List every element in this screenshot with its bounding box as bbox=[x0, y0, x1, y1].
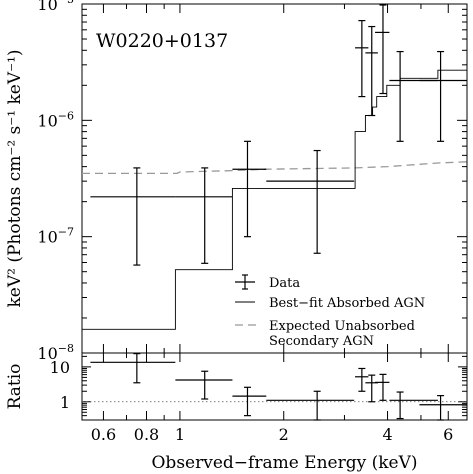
ratio-panel-frame bbox=[81, 352, 468, 421]
ratio-data-point bbox=[419, 395, 467, 421]
y-tick-base: 10 bbox=[37, 0, 57, 14]
x-axis-label: Observed−frame Energy (keV) bbox=[152, 453, 418, 473]
spectrum-data-point bbox=[175, 167, 233, 264]
ratio-data-point bbox=[389, 391, 438, 420]
ratio-y-tick-labels: 1 10 bbox=[50, 358, 70, 412]
unabsorbed-model-line bbox=[82, 161, 468, 175]
ratio-data-point bbox=[355, 367, 369, 392]
x-tick-label: 0.8 bbox=[134, 425, 159, 444]
ratio-data-point bbox=[232, 386, 267, 417]
spectrum-data-point bbox=[365, 25, 378, 117]
ratio-data-point bbox=[375, 373, 390, 401]
y-tick-label: 10 bbox=[50, 358, 70, 377]
ratio-y-axis-label: Ratio bbox=[5, 364, 25, 410]
x-tick-label: 2 bbox=[279, 425, 289, 444]
y-tick-label: 10−6 bbox=[37, 109, 74, 130]
spectrum-data-point bbox=[266, 149, 355, 254]
spectrum-data-point bbox=[90, 167, 176, 266]
y-tick-label: 10−7 bbox=[37, 226, 74, 247]
ratio-data-point bbox=[365, 374, 378, 403]
y-tick-label: 10−5 bbox=[37, 0, 74, 14]
source-name-label: W0220+0137 bbox=[96, 30, 228, 52]
ratio-data-point bbox=[266, 390, 355, 421]
y-tick-base: 10 bbox=[37, 344, 57, 363]
ratio-axis-ticks bbox=[82, 353, 467, 421]
spectrum-data-points bbox=[90, 4, 467, 266]
ratio-data-point bbox=[175, 370, 233, 400]
legend-label: Expected Unabsorbed bbox=[269, 319, 415, 334]
y-tick-label: 1 bbox=[60, 393, 70, 412]
x-tick-label: 4 bbox=[382, 425, 392, 444]
legend-entry: Best−fit Absorbed AGN bbox=[235, 296, 425, 311]
legend-entry: Data bbox=[235, 274, 300, 291]
legend-label: Data bbox=[269, 276, 300, 291]
spectrum-data-point bbox=[232, 140, 267, 238]
spectrum-data-point bbox=[375, 4, 390, 95]
spectrum-y-tick-labels: 10−810−710−610−5 bbox=[37, 0, 74, 363]
y-tick-exponent: −5 bbox=[58, 0, 74, 6]
x-tick-label: 6 bbox=[443, 425, 453, 444]
spectrum-data-point bbox=[355, 19, 369, 98]
ratio-data-points bbox=[90, 353, 467, 421]
legend-label: Best−fit Absorbed AGN bbox=[269, 296, 425, 311]
y-tick-exponent: −7 bbox=[58, 226, 74, 239]
ratio-panel: Ratio 1 10 bbox=[5, 352, 468, 421]
y-tick-label: 10−8 bbox=[37, 342, 74, 363]
legend: Data Best−fit Absorbed AGN Expected Unabso… bbox=[235, 274, 425, 349]
y-tick-exponent: −8 bbox=[58, 342, 74, 355]
ratio-data-point bbox=[90, 353, 176, 384]
y-tick-exponent: −6 bbox=[58, 109, 74, 122]
x-tick-label: 0.6 bbox=[91, 425, 116, 444]
spectrum-y-axis-label: keV² (Photons cm⁻² s⁻¹ keV⁻¹) bbox=[5, 49, 25, 307]
spectrum-data-point bbox=[389, 50, 438, 142]
x-tick-label: 1 bbox=[175, 425, 185, 444]
spectrum-data-point bbox=[419, 50, 467, 142]
y-tick-base: 10 bbox=[37, 111, 57, 130]
y-tick-base: 10 bbox=[37, 228, 57, 247]
spectrum-panel: W0220+0137 keV² (Photons cm⁻² s⁻¹ keV⁻¹)… bbox=[5, 0, 468, 363]
x-tick-labels: 0.6 0.8 1 2 4 6 bbox=[91, 425, 454, 444]
legend-label: Secondary AGN bbox=[269, 334, 374, 349]
